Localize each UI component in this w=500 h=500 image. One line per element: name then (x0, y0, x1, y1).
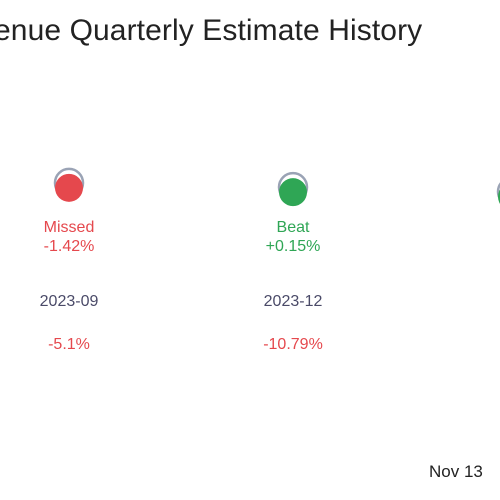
chart-title: enue Quarterly Estimate History (0, 14, 423, 47)
period-label: 2023-12 (264, 293, 323, 310)
status-label: Beat (277, 219, 310, 236)
surprise-label: +0.15% (266, 238, 321, 255)
change-label: -5.1% (48, 336, 90, 353)
surprise-label: -1.42% (44, 238, 95, 255)
beat-point (279, 178, 307, 207)
date-label: Nov 13 (429, 462, 483, 481)
miss-point (55, 173, 83, 202)
points-layer: Missed -1.42% 2023-09 -5.1% Beat +0.15% 2023-1… (40, 167, 500, 353)
status-label: Missed (44, 219, 95, 236)
change-label: -10.79% (263, 336, 323, 353)
period-label: 2023-09 (40, 293, 99, 310)
